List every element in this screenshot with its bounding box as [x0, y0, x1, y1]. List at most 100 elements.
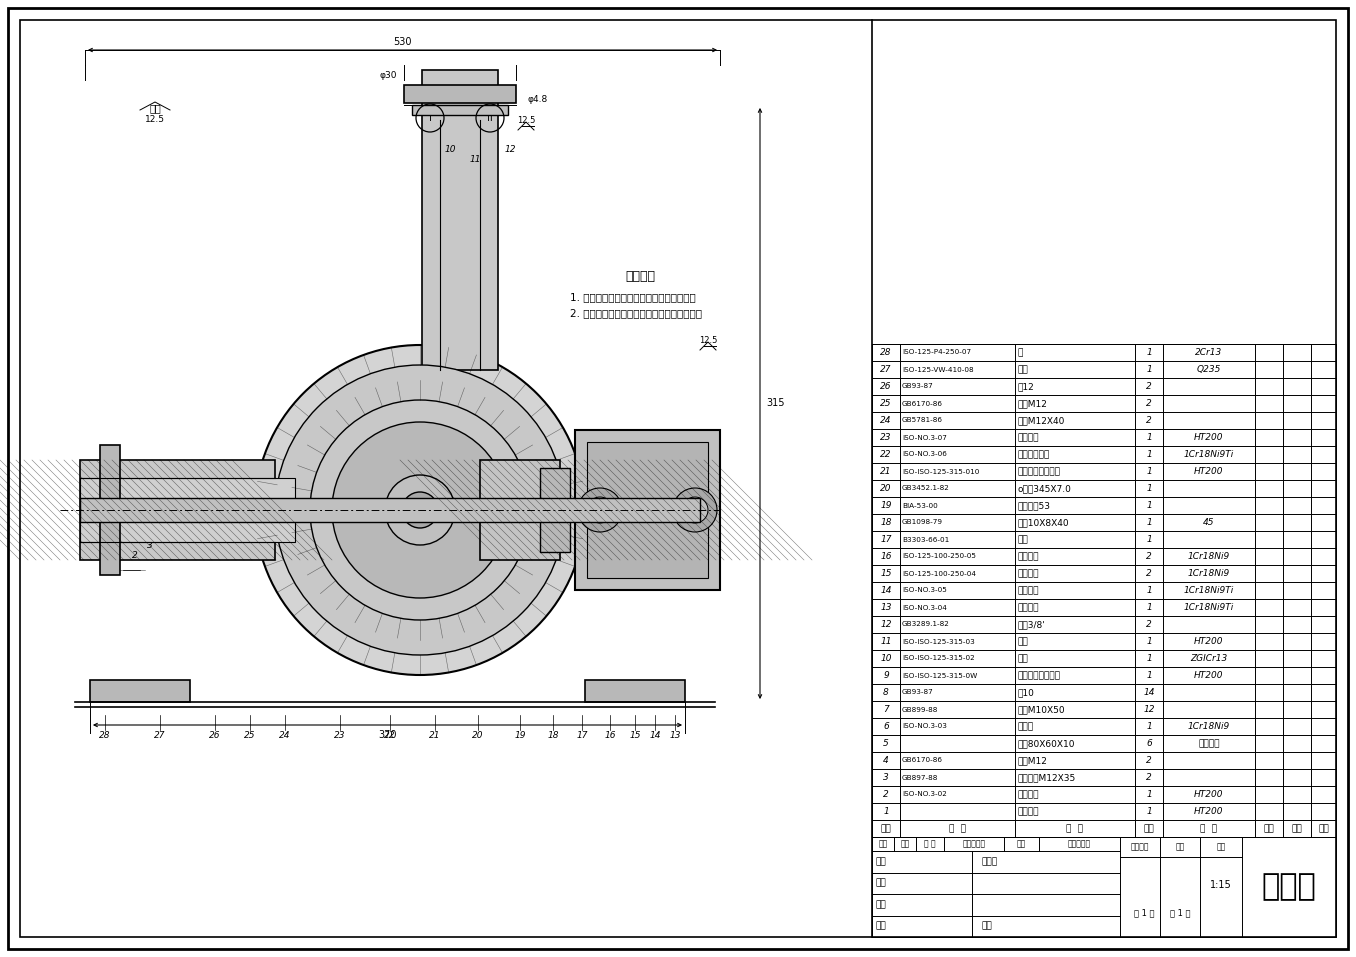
Text: II: II: [487, 113, 492, 123]
Text: 7: 7: [883, 705, 890, 714]
Text: 审核: 审核: [875, 901, 885, 909]
Text: 12: 12: [1143, 705, 1155, 714]
Text: 1Cr18Ni9: 1Cr18Ni9: [1188, 722, 1230, 731]
Text: I: I: [428, 113, 431, 123]
Text: 2: 2: [1146, 399, 1151, 408]
Text: 比例: 比例: [1216, 842, 1226, 852]
Text: 17: 17: [576, 730, 587, 740]
Text: BIA-53-00: BIA-53-00: [902, 502, 938, 508]
Text: 12.5: 12.5: [698, 336, 717, 345]
Text: ISO-125-100-250-04: ISO-125-100-250-04: [902, 570, 976, 576]
Bar: [20, 20, 872, 937]
Text: ISO-NO.3-05: ISO-NO.3-05: [902, 588, 946, 593]
Bar: [80, 498, 700, 522]
Circle shape: [401, 492, 438, 528]
Text: 叶轮锁母: 叶轮锁母: [1018, 603, 1040, 612]
Text: ISO-ISO-125-315-010: ISO-ISO-125-315-010: [902, 469, 979, 475]
Text: 机械密封53: 机械密封53: [1018, 501, 1051, 510]
Text: 18: 18: [880, 518, 892, 527]
Text: 16: 16: [605, 730, 616, 740]
Text: 26: 26: [209, 730, 221, 740]
Text: HT200: HT200: [1195, 637, 1223, 646]
Text: 支架: 支架: [1018, 365, 1029, 374]
Bar: [80, 478, 296, 542]
Text: 1: 1: [1146, 637, 1151, 646]
Text: 总装图: 总装图: [1261, 873, 1317, 901]
Text: 12: 12: [880, 620, 892, 629]
Text: ISO-125-VW-410-08: ISO-125-VW-410-08: [902, 367, 974, 372]
Text: ISO-NO.3-07: ISO-NO.3-07: [902, 434, 946, 440]
Text: 9: 9: [883, 671, 890, 680]
Text: 1: 1: [1146, 450, 1151, 459]
Text: 19: 19: [514, 730, 526, 740]
Text: 12.5: 12.5: [517, 116, 536, 125]
Text: 1: 1: [1146, 535, 1151, 544]
Circle shape: [255, 345, 584, 675]
Text: 设计: 设计: [875, 857, 885, 866]
Text: GB93-87: GB93-87: [902, 384, 934, 389]
Text: 1: 1: [883, 807, 890, 816]
Circle shape: [673, 488, 717, 532]
Text: 10: 10: [445, 145, 456, 154]
Text: Q235: Q235: [1197, 365, 1222, 374]
Text: 平键10X8X40: 平键10X8X40: [1018, 518, 1070, 527]
Text: 1: 1: [1146, 433, 1151, 442]
Text: GB93-87: GB93-87: [902, 689, 934, 696]
Bar: [587, 442, 708, 578]
Text: 370: 370: [378, 730, 397, 740]
Text: 6: 6: [883, 722, 890, 731]
Text: 标记: 标记: [879, 839, 888, 849]
Text: 重量: 重量: [1176, 842, 1185, 852]
Text: 5: 5: [182, 521, 188, 529]
Text: 12: 12: [504, 145, 515, 154]
Text: 1: 1: [1146, 722, 1151, 731]
Text: ISO-ISO-125-315-03: ISO-ISO-125-315-03: [902, 638, 975, 644]
Circle shape: [332, 422, 508, 598]
Text: 3: 3: [883, 773, 890, 782]
Text: 2Cr13: 2Cr13: [1196, 348, 1223, 357]
Text: 2: 2: [1146, 416, 1151, 425]
Text: HT200: HT200: [1195, 433, 1223, 442]
Text: 1: 1: [1146, 603, 1151, 612]
Text: 名  称: 名 称: [1067, 824, 1083, 833]
Text: 1Cr18Ni9: 1Cr18Ni9: [1188, 552, 1230, 561]
Text: ZGICr13: ZGICr13: [1191, 654, 1227, 663]
Bar: [584, 680, 685, 702]
Text: 转子: 转子: [149, 103, 161, 113]
Text: 第 1 张: 第 1 张: [1170, 908, 1191, 918]
Text: HT200: HT200: [1195, 467, 1223, 476]
Text: GB1098-79: GB1098-79: [902, 520, 942, 525]
Text: 2: 2: [883, 790, 890, 799]
Text: 泵盖（机械密封）: 泵盖（机械密封）: [1018, 467, 1060, 476]
Text: 共 1 张: 共 1 张: [1134, 908, 1154, 918]
Circle shape: [587, 497, 613, 523]
Bar: [100, 445, 119, 575]
Text: 油浸石棉: 油浸石棉: [1199, 739, 1220, 748]
Text: 13: 13: [880, 603, 892, 612]
Text: 单重: 单重: [1264, 824, 1275, 833]
Text: 叶轮垫片: 叶轮垫片: [1018, 586, 1040, 595]
Text: 4: 4: [883, 756, 890, 765]
Text: 7: 7: [226, 498, 233, 506]
Text: HT200: HT200: [1195, 671, 1223, 680]
Text: 2: 2: [1146, 569, 1151, 578]
Text: 上前密环: 上前密环: [1018, 569, 1040, 578]
Text: 总重: 总重: [1292, 824, 1302, 833]
Text: 13: 13: [670, 730, 681, 740]
Text: φ30: φ30: [380, 71, 397, 79]
Circle shape: [578, 488, 622, 532]
Bar: [575, 430, 720, 590]
Text: ISO-NO.3-06: ISO-NO.3-06: [902, 452, 946, 457]
Bar: [404, 85, 517, 103]
Text: 27: 27: [880, 365, 892, 374]
Bar: [872, 344, 1336, 837]
Text: 1: 1: [1146, 467, 1151, 476]
Text: 骨架: 骨架: [1018, 535, 1029, 544]
Text: 3: 3: [146, 541, 153, 549]
Text: 数量: 数量: [1143, 824, 1154, 833]
Text: 泵体: 泵体: [1018, 637, 1029, 646]
Text: 填料压盖: 填料压盖: [1018, 790, 1040, 799]
Text: 更改文件号: 更改文件号: [963, 839, 986, 849]
Text: GB6170-86: GB6170-86: [902, 758, 942, 764]
Text: 1Cr18Ni9Ti: 1Cr18Ni9Ti: [1184, 450, 1234, 459]
